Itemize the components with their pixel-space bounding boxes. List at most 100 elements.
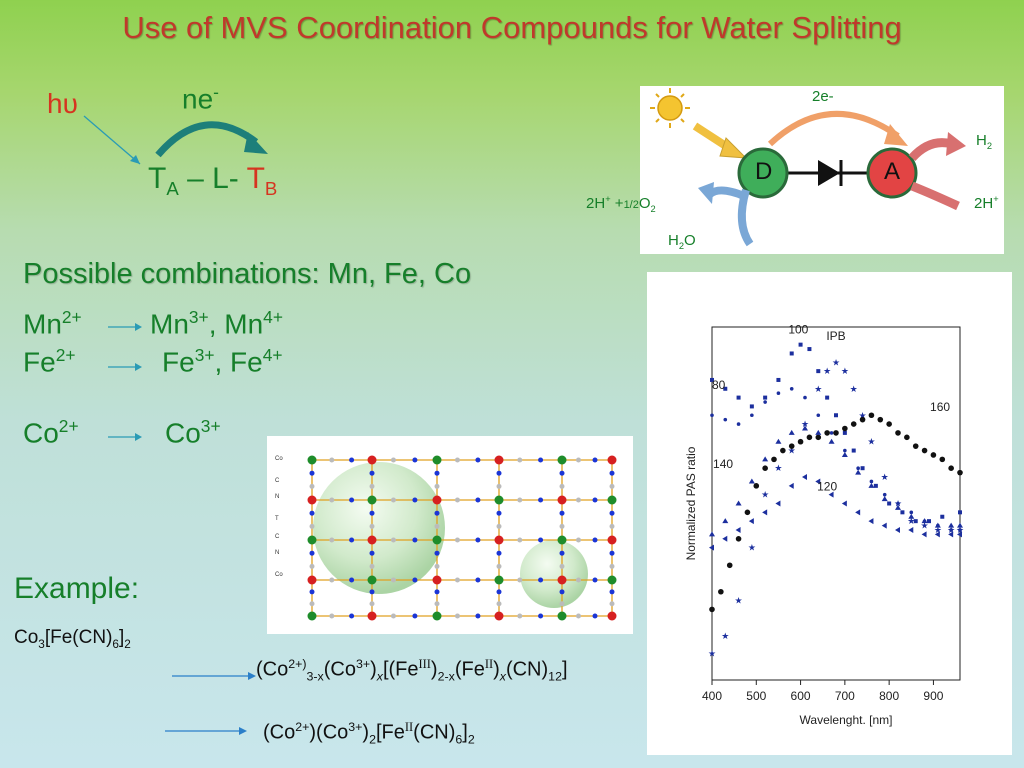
data-point — [776, 377, 781, 382]
carbon-atom — [496, 563, 502, 569]
carbon-atom — [329, 497, 335, 503]
carbon-atom — [559, 523, 565, 529]
fe-arrow — [108, 363, 142, 371]
data-point — [843, 448, 847, 453]
data-point — [775, 438, 782, 444]
data-point: ★ — [921, 522, 929, 532]
lattice-graphic — [307, 455, 617, 621]
h2-label: H2 — [976, 132, 993, 151]
metal-atom — [557, 495, 567, 505]
hv-label: hυ — [47, 88, 78, 119]
nitrogen-atom — [496, 470, 502, 476]
carbon-atom — [369, 601, 375, 607]
data-point — [723, 386, 728, 391]
x-tick-label: 800 — [879, 689, 899, 703]
metal-atom — [607, 575, 617, 585]
nitrogen-atom — [609, 589, 615, 595]
nitrogen-atom — [559, 470, 565, 476]
data-point: ★ — [867, 438, 875, 448]
carbon-atom — [454, 613, 460, 619]
data-point — [934, 531, 940, 538]
nitrogen-atom — [349, 613, 355, 619]
carbon-atom — [390, 457, 396, 463]
carbon-atom — [576, 497, 581, 503]
nitrogen-atom — [434, 470, 440, 476]
data-point — [824, 430, 830, 436]
data-point — [896, 501, 900, 506]
data-point — [957, 522, 963, 528]
nitrogen-atom — [609, 510, 615, 516]
plot-frame — [711, 326, 961, 681]
pas-chart-panel: 400 500 600 700 800 900 Wavelenght. [nm] Normal… — [647, 272, 1012, 755]
data-point — [788, 443, 795, 449]
oxygen-evolution-label: 2H+ +1/2O2 — [586, 194, 656, 214]
data-point: ★ — [859, 411, 867, 421]
acceptor-label: A — [884, 158, 901, 185]
ne-label: ne- — [182, 82, 219, 115]
data-point — [895, 504, 901, 510]
data-point — [908, 526, 914, 533]
nitrogen-atom — [309, 470, 315, 476]
carbon-atom — [454, 537, 460, 543]
metal-atom — [307, 575, 317, 585]
nitrogen-atom — [412, 497, 418, 503]
data-point: ★ — [735, 597, 743, 607]
data-point — [912, 443, 919, 449]
donor-acceptor-diagram: D A 2e- H2 2H+ +1/2O2 2H+ H2O — [586, 86, 1004, 254]
slide-title: Use of MVS Coordination Compounds for Wa… — [122, 10, 902, 45]
metal-atom — [432, 575, 442, 585]
data-point — [709, 531, 715, 537]
nitrogen-atom — [309, 510, 315, 516]
carbon-atom — [517, 613, 523, 619]
metal-atom — [607, 455, 617, 465]
nitrogen-atom — [349, 577, 355, 583]
data-point — [939, 456, 946, 463]
carbon-atom — [454, 457, 460, 463]
nitrogen-atom — [309, 550, 315, 556]
diagram-graphic — [650, 88, 966, 247]
carbon-atom — [434, 601, 440, 607]
data-point — [710, 413, 714, 418]
metal-atom — [307, 611, 317, 621]
data-point — [771, 456, 777, 463]
metal-atom — [367, 455, 377, 465]
carbon-atom — [329, 613, 335, 619]
metal-atom — [494, 535, 504, 545]
data-point — [948, 531, 954, 538]
data-point — [722, 535, 728, 542]
data-point — [868, 412, 875, 419]
data-point — [904, 434, 910, 441]
data-point — [881, 522, 887, 529]
carbon-atom — [576, 457, 581, 463]
nitrogen-atom — [592, 613, 598, 619]
product-formula-1: (Co2+)3-x(Co3+)x[(FeIII)2-x(FeII)x(CN)12… — [256, 657, 568, 684]
lattice-legend-item: T — [275, 516, 279, 522]
data-point — [788, 482, 794, 489]
nitrogen-atom — [349, 457, 355, 463]
metal-atom — [432, 611, 442, 621]
metal-atom — [432, 495, 442, 505]
data-point: ★ — [774, 464, 782, 474]
data-point — [789, 386, 794, 391]
data-point — [802, 474, 807, 481]
data-point: ★ — [721, 632, 729, 642]
metal-atom — [607, 611, 617, 621]
data-point — [788, 429, 795, 435]
series-label: 160 — [930, 400, 950, 414]
carbon-atom — [434, 483, 440, 489]
data-point: ★ — [761, 491, 769, 501]
lattice-legend-item: C — [275, 478, 280, 484]
carbon-atom — [496, 601, 502, 607]
fe-to: Fe3+, Fe4+ — [162, 345, 283, 378]
sun-icon — [650, 88, 690, 128]
data-point — [735, 500, 742, 506]
metal-atom — [607, 535, 617, 545]
nitrogen-atom — [349, 497, 355, 503]
data-point — [763, 400, 767, 404]
carbon-atom — [454, 577, 460, 583]
nitrogen-atom — [475, 577, 481, 583]
product-arrow-1 — [172, 672, 256, 680]
data-point — [921, 447, 928, 454]
metal-atom — [607, 495, 617, 505]
data-point — [958, 528, 962, 532]
